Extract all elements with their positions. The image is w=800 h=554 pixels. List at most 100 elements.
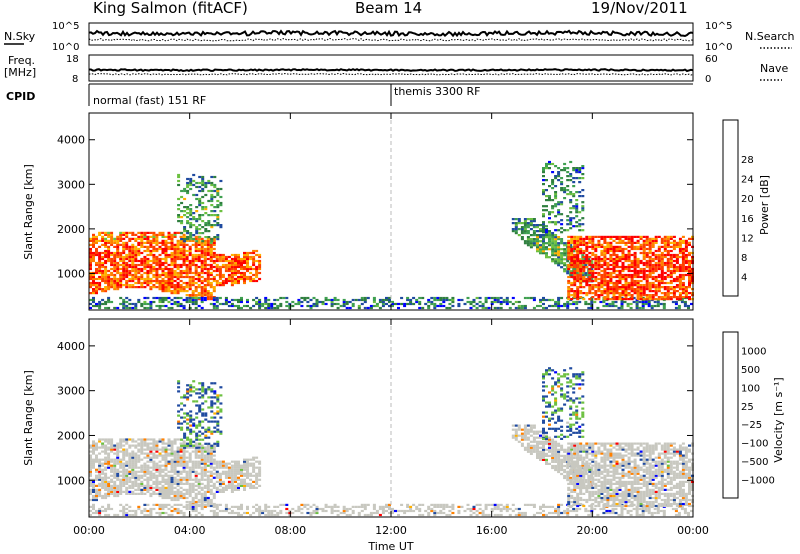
velocity-cell [131, 490, 135, 493]
power-cell [164, 288, 168, 291]
power-cell [554, 304, 558, 308]
power-cell [192, 193, 196, 197]
velocity-cell [98, 492, 102, 495]
power-cell [131, 263, 135, 267]
velocity-cell [134, 488, 138, 491]
power-cell [113, 255, 117, 259]
power-cell [636, 257, 640, 261]
velocity-cell [189, 444, 193, 447]
power-cell [660, 251, 664, 255]
velocity-cell [409, 507, 413, 511]
velocity-cell [258, 468, 262, 471]
power-cell [161, 267, 165, 271]
power-cell [137, 300, 141, 304]
power-cell [457, 302, 461, 306]
power-cell [669, 249, 673, 253]
power-cell [192, 224, 196, 227]
power-cell [648, 243, 652, 246]
velocity-cell [451, 507, 455, 511]
velocity-cell [134, 478, 138, 481]
power-cell [179, 235, 183, 238]
power-cell [218, 273, 222, 277]
power-cell [627, 288, 631, 291]
power-cell [576, 265, 580, 269]
velocity-cell [180, 408, 184, 411]
power-cell [246, 275, 249, 279]
velocity-cell [230, 490, 234, 493]
power-cell [230, 273, 234, 277]
velocity-cell [98, 458, 102, 461]
power-cell [191, 292, 195, 295]
velocity-cell [179, 470, 183, 473]
power-cell [681, 267, 685, 271]
velocity-cell [143, 513, 147, 517]
power-cell [218, 281, 222, 285]
power-cell [597, 296, 601, 299]
power-cell [128, 257, 132, 261]
velocity-cell [152, 456, 156, 459]
power-cell [107, 284, 111, 287]
velocity-cell [457, 511, 461, 515]
power-cell [197, 296, 201, 300]
power-cell [557, 258, 561, 261]
power-cell [612, 269, 616, 273]
velocity-cell [186, 418, 190, 421]
velocity-cell [249, 474, 253, 477]
power-cell [573, 265, 577, 269]
velocity-cell [258, 474, 262, 477]
power-cell [545, 162, 548, 166]
velocity-cell [297, 509, 301, 513]
power-cell [89, 267, 92, 271]
velocity-cell [104, 478, 108, 481]
velocity-cell [116, 452, 120, 455]
velocity-cell [204, 400, 208, 403]
power-cell [663, 281, 667, 285]
power-cell [98, 284, 102, 287]
velocity-cell [95, 448, 98, 451]
power-cell [122, 233, 126, 236]
velocity-cell [224, 505, 228, 508]
velocity-cell [234, 476, 237, 479]
power-cell [582, 249, 586, 253]
power-cell [591, 265, 595, 269]
velocity-cell [415, 505, 419, 508]
power-cell [189, 210, 193, 213]
velocity-cell [122, 509, 126, 513]
power-cell [182, 288, 186, 291]
power-cell [684, 286, 688, 289]
power-cell [243, 304, 246, 308]
power-cell [104, 241, 108, 244]
velocity-cell [152, 464, 156, 467]
power-cell [633, 292, 637, 295]
power-cell [212, 279, 216, 283]
power-cell [381, 304, 385, 308]
velocity-cell [110, 507, 114, 511]
velocity-cell [400, 509, 404, 513]
velocity-cell [161, 476, 165, 479]
power-cell [675, 261, 679, 265]
velocity-cell [188, 490, 192, 493]
power-cell [149, 277, 153, 281]
power-cell [212, 265, 216, 269]
velocity-cell [255, 476, 259, 479]
power-cell [573, 294, 577, 297]
power-cell [688, 296, 691, 299]
power-cell [603, 245, 607, 248]
power-cell [98, 253, 102, 257]
power-cell [548, 242, 551, 245]
velocity-cell [98, 507, 102, 511]
power-cell [566, 302, 570, 306]
power-cell [194, 235, 198, 238]
velocity-cell [125, 462, 129, 465]
power-cell [177, 216, 181, 219]
power-cell [234, 277, 237, 281]
velocity-cell [249, 478, 253, 481]
power-cell [173, 284, 177, 287]
velocity-cell [448, 513, 452, 517]
velocity-cell [421, 513, 425, 517]
power-cell [645, 235, 649, 238]
power-cell [104, 261, 108, 265]
power-cell [189, 232, 193, 235]
power-cell [639, 267, 643, 271]
power-cell [366, 296, 370, 300]
